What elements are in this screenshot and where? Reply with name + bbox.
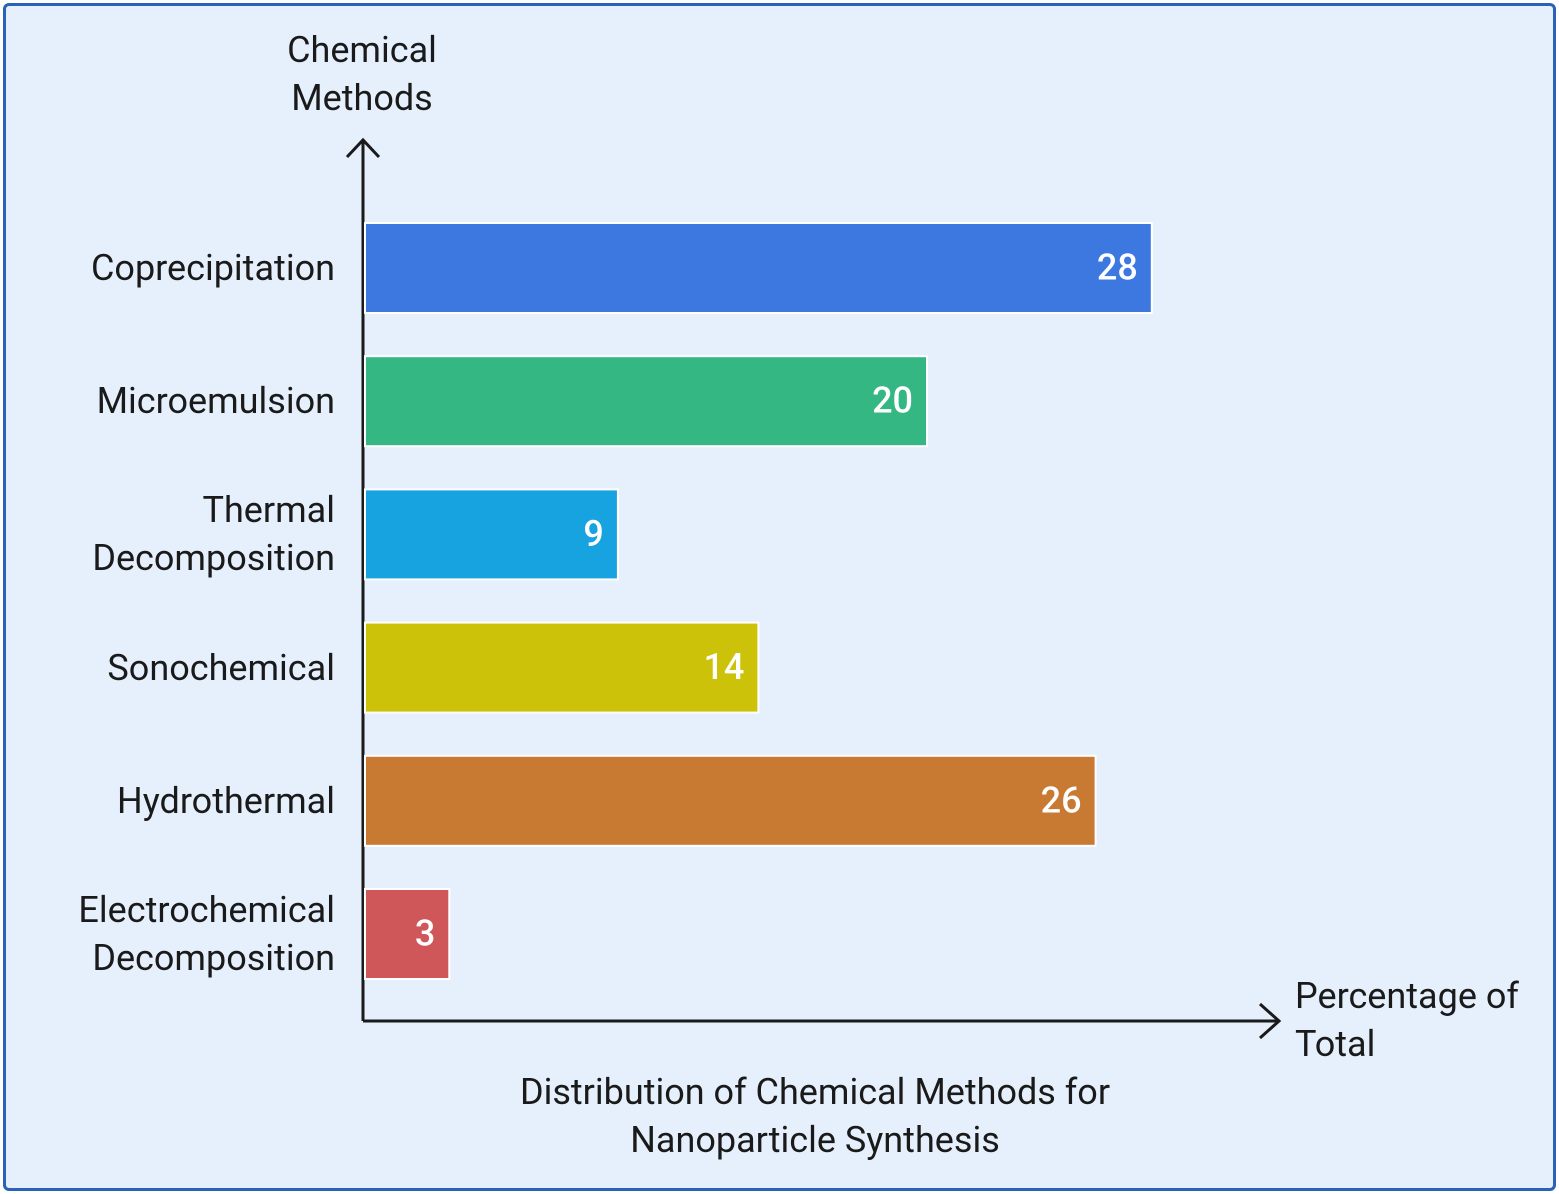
chart-title: Distribution of Chemical Methods for Nan… <box>519 1071 1111 1161</box>
y-axis-arrow <box>345 137 381 159</box>
bar <box>364 488 619 581</box>
value-label: 3 <box>415 913 435 955</box>
category-label: Electrochemical Decomposition <box>78 889 335 979</box>
bar <box>364 888 451 980</box>
y-axis-title: Chemical Methods <box>287 29 437 119</box>
category-label: Coprecipitation <box>90 247 335 289</box>
value-label: 14 <box>703 646 744 688</box>
bar <box>364 754 1097 847</box>
x-axis-arrow <box>1258 1002 1282 1040</box>
bar <box>364 621 760 714</box>
bar <box>364 355 928 448</box>
category-label: Sonochemical <box>107 646 335 689</box>
category-label: Hydrothermal <box>117 779 335 822</box>
value-label: 9 <box>583 513 603 555</box>
value-label: 26 <box>1041 779 1082 821</box>
category-label: Thermal Decomposition <box>92 489 335 580</box>
value-label: 20 <box>872 380 913 422</box>
value-label: 28 <box>1097 247 1138 289</box>
chart-frame <box>3 3 1556 1191</box>
x-axis-title: Percentage of Total <box>1295 975 1519 1065</box>
bar <box>364 222 1153 314</box>
category-label: Microemulsion <box>96 380 335 423</box>
